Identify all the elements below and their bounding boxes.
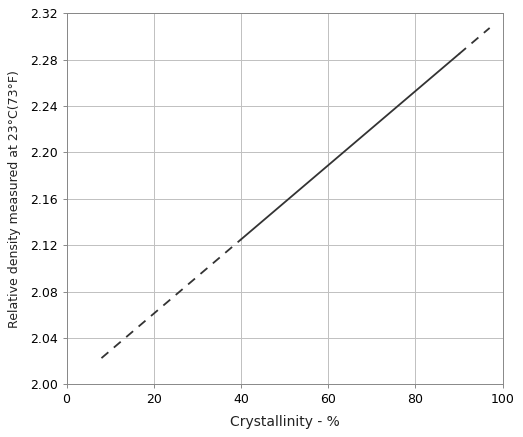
X-axis label: Crystallinity - %: Crystallinity - % [230, 415, 339, 429]
Y-axis label: Relative density measured at 23°C(73°F): Relative density measured at 23°C(73°F) [8, 70, 21, 328]
